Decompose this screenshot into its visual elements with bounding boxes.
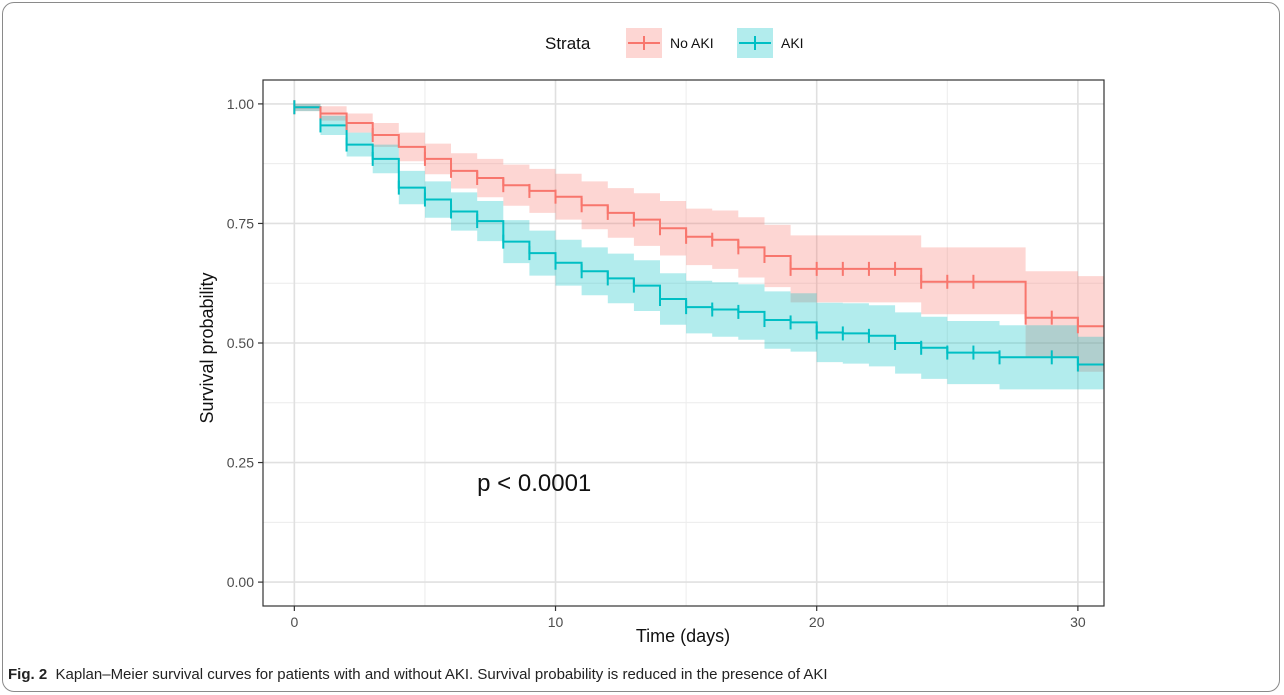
major-grid xyxy=(263,80,1104,606)
y-tick-labels: 0.00 0.25 0.50 0.75 1.00 xyxy=(227,96,254,590)
legend: Strata No AKI AKI xyxy=(545,28,804,58)
y-tick-label: 0.50 xyxy=(227,335,254,351)
p-value-annotation: p < 0.0001 xyxy=(477,470,591,497)
legend-title: Strata xyxy=(545,34,591,53)
x-tick-label: 0 xyxy=(290,614,298,630)
y-tick-label: 0.00 xyxy=(227,574,254,590)
censor-marks xyxy=(293,100,1079,372)
x-tick-label: 20 xyxy=(809,614,825,630)
legend-label-no-aki: No AKI xyxy=(670,35,714,51)
x-tick-label: 10 xyxy=(548,614,564,630)
caption-label: Fig. 2 xyxy=(8,666,48,683)
confidence-bands xyxy=(294,103,1104,390)
figure-caption: Fig. 2 Kaplan–Meier survival curves for … xyxy=(8,666,828,683)
x-axis-label: Time (days) xyxy=(636,626,730,646)
y-tick-label: 1.00 xyxy=(227,96,254,112)
ci-band-aki xyxy=(294,103,1104,390)
axis-ticks xyxy=(258,103,1079,611)
y-axis-label: Survival probability xyxy=(197,272,217,423)
ci-band-no-aki xyxy=(294,103,1104,372)
y-tick-label: 0.25 xyxy=(227,455,254,471)
x-tick-labels: 0 10 20 30 xyxy=(290,614,1085,630)
caption-text: Kaplan–Meier survival curves for patient… xyxy=(55,666,828,683)
survival-chart: Strata No AKI AKI 0 10 20 30 0.00 0.25 0.50 0.7… xyxy=(197,28,1105,646)
legend-label-aki: AKI xyxy=(781,35,804,51)
x-tick-label: 30 xyxy=(1070,614,1086,630)
y-tick-label: 0.75 xyxy=(227,215,254,231)
